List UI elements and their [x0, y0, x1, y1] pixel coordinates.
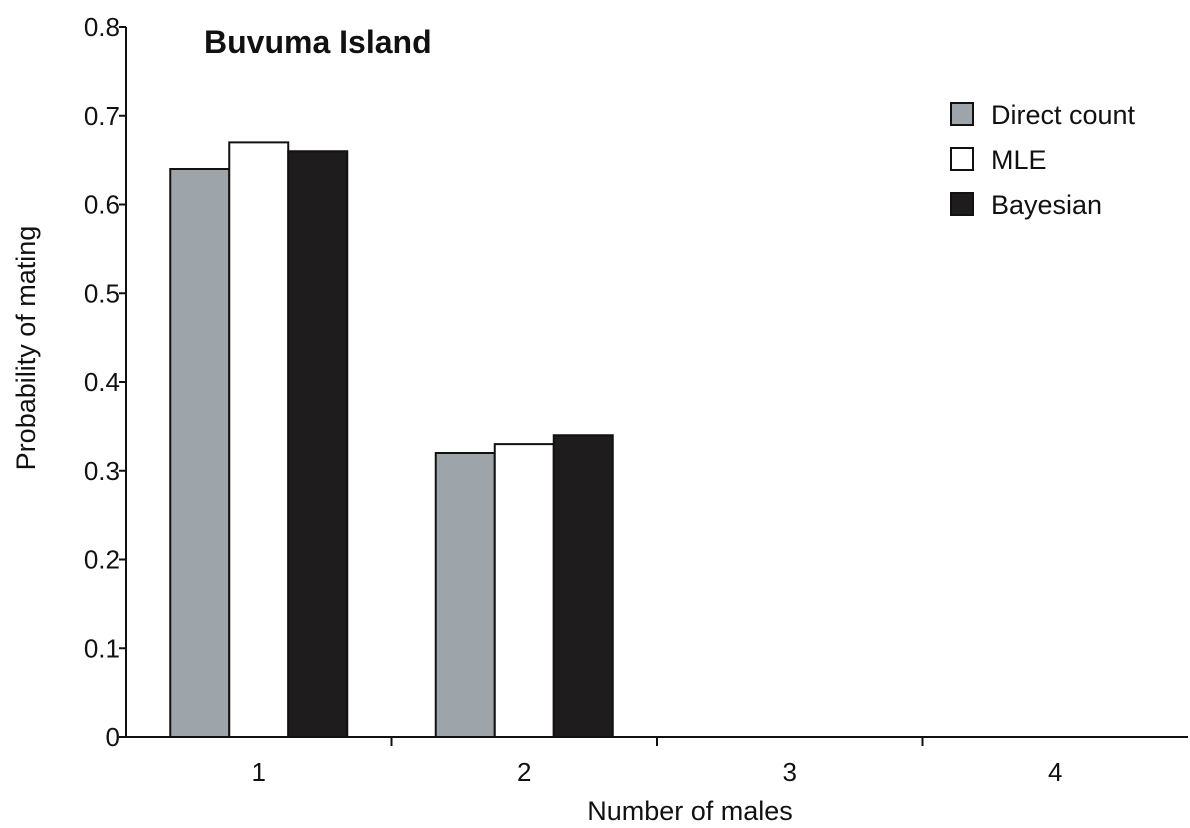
bar-direct-count-2	[434, 452, 496, 738]
bar-mle-2	[493, 443, 555, 738]
y-tick-label: 0.6	[84, 190, 120, 220]
y-tick-label: 0	[106, 722, 120, 752]
legend-swatch-bayesian	[950, 192, 974, 216]
y-axis: 0 0.1 0.2 0.3 0.4 0.5 0.6 0.7 0.8	[84, 12, 127, 752]
legend-swatch-direct-count	[950, 102, 974, 126]
legend-label-mle: MLE	[991, 145, 1047, 175]
chart-title: Buvuma Island	[204, 24, 432, 60]
y-tick-label: 0.2	[84, 545, 120, 575]
legend-swatch-mle	[950, 147, 974, 171]
x-tick-label: 1	[252, 757, 266, 787]
bars	[169, 141, 614, 738]
legend: Direct count MLE Bayesian	[950, 100, 1136, 220]
legend-label-bayesian: Bayesian	[991, 190, 1102, 220]
y-tick-label: 0.7	[84, 101, 120, 131]
y-tick-label: 0.4	[84, 367, 120, 397]
y-tick-label: 0.3	[84, 456, 120, 486]
y-tick-label: 0.1	[84, 633, 120, 663]
bar-mle-1	[228, 141, 290, 738]
y-tick-label: 0.5	[84, 278, 120, 308]
y-tick-label: 0.8	[84, 12, 120, 42]
y-axis-label: Probability of mating	[11, 226, 41, 471]
x-tick-label: 2	[517, 757, 531, 787]
x-axis: 1 2 3 4	[119, 736, 1188, 787]
x-tick-label: 3	[783, 757, 797, 787]
bar-bayesian-1	[287, 150, 349, 738]
legend-label-direct-count: Direct count	[991, 100, 1136, 130]
x-axis-label: Number of males	[587, 796, 793, 826]
bar-direct-count-1	[169, 168, 231, 738]
x-tick-label: 4	[1048, 757, 1062, 787]
bar-bayesian-2	[552, 434, 614, 738]
